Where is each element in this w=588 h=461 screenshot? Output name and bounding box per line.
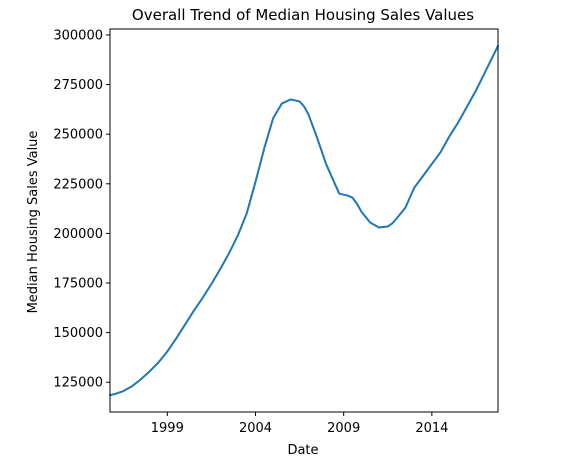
y-axis-title: Median Housing Sales Value — [26, 131, 41, 314]
y-tick-label: 275000 — [53, 78, 103, 93]
y-tick-label: 175000 — [53, 277, 103, 292]
y-tick-label: 250000 — [53, 128, 103, 143]
x-tick-label: 1999 — [151, 421, 184, 436]
x-tick-label: 2009 — [327, 421, 360, 436]
y-tick-label: 225000 — [53, 177, 103, 192]
x-tick-label: 2004 — [239, 421, 272, 436]
chart-title: Overall Trend of Median Housing Sales Va… — [132, 6, 474, 24]
x-tick-label: 2014 — [415, 421, 448, 436]
y-tick-label: 200000 — [53, 227, 103, 242]
y-tick-label: 150000 — [53, 326, 103, 341]
plot-frame — [109, 28, 499, 413]
x-axis-title: Date — [287, 443, 318, 458]
series-line-0 — [109, 44, 499, 397]
y-tick-label: 125000 — [53, 376, 103, 391]
plot-area: 125000 150000 175000 200000 225000 250000 2750… — [53, 28, 499, 436]
y-tick-label: 300000 — [53, 28, 103, 43]
